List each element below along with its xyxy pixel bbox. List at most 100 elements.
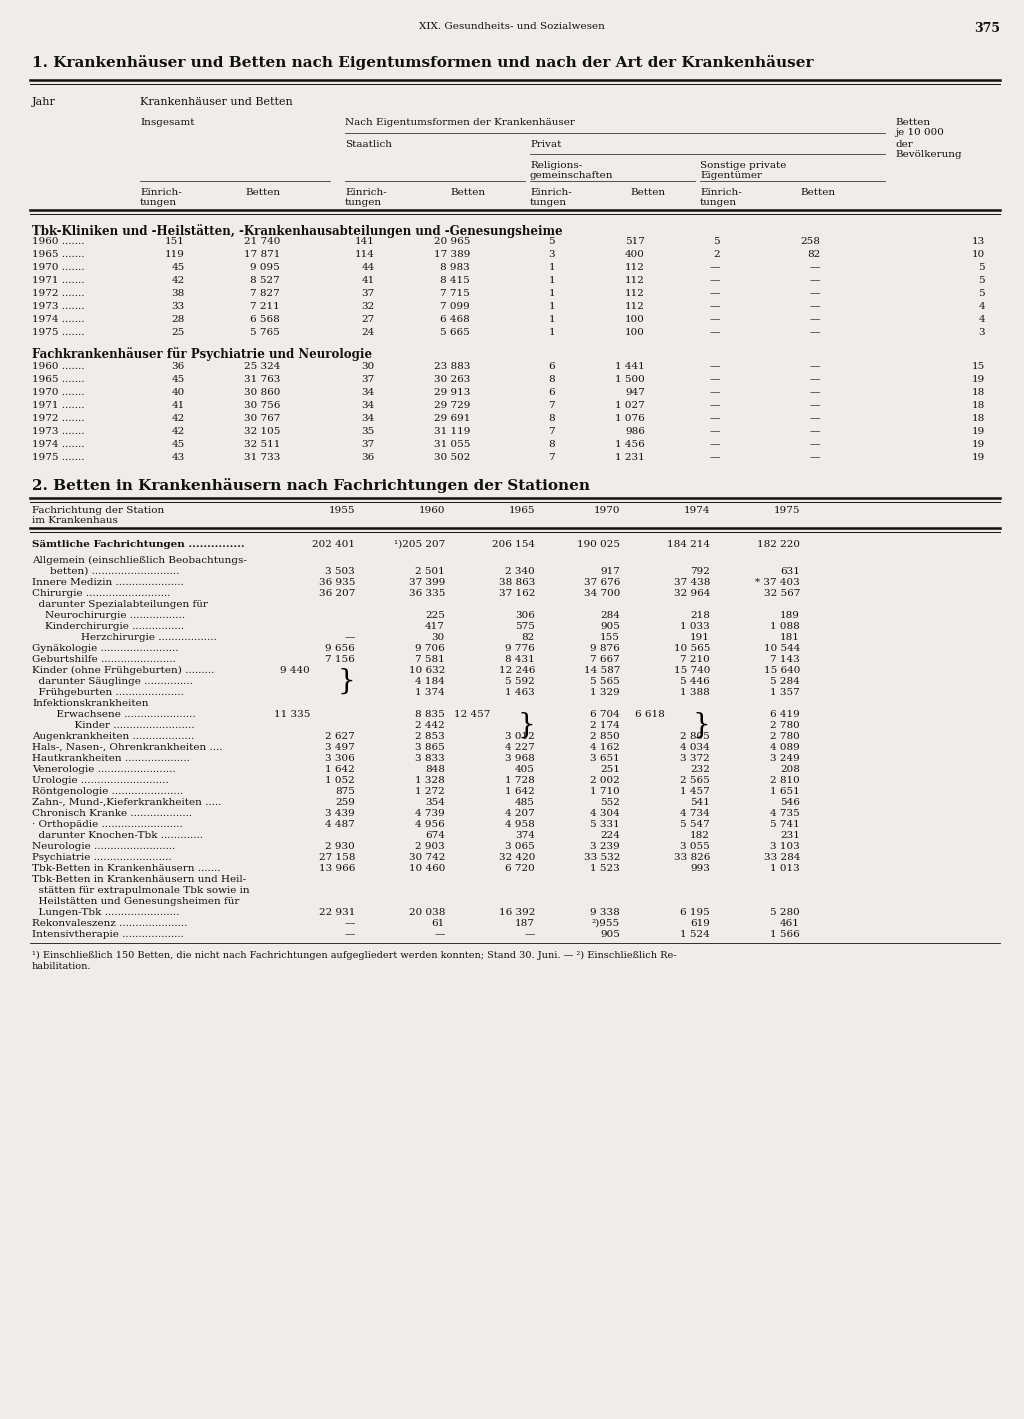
Text: 9 338: 9 338 [590, 908, 620, 917]
Text: 9 440: 9 440 [281, 666, 310, 675]
Text: 2 805: 2 805 [680, 732, 710, 741]
Text: je 10 000: je 10 000 [895, 128, 944, 138]
Text: 37 399: 37 399 [409, 578, 445, 587]
Text: 5 331: 5 331 [590, 820, 620, 829]
Text: —: — [710, 414, 720, 423]
Text: 35: 35 [361, 427, 375, 436]
Text: 1 500: 1 500 [615, 375, 645, 385]
Text: 1: 1 [549, 302, 555, 311]
Text: —: — [345, 633, 355, 641]
Text: 16 392: 16 392 [499, 908, 535, 917]
Text: —: — [710, 328, 720, 336]
Text: 42: 42 [172, 277, 185, 285]
Text: 190 025: 190 025 [577, 541, 620, 549]
Text: 37: 37 [361, 289, 375, 298]
Text: —: — [710, 302, 720, 311]
Text: 7 667: 7 667 [590, 656, 620, 664]
Text: 18: 18 [972, 414, 985, 423]
Text: 27: 27 [361, 315, 375, 324]
Text: tungen: tungen [140, 199, 177, 207]
Text: XIX. Gesundheits- und Sozialwesen: XIX. Gesundheits- und Sozialwesen [419, 23, 605, 31]
Text: 22 931: 22 931 [318, 908, 355, 917]
Text: Zahn-, Mund-,Kieferkrankheiten .....: Zahn-, Mund-,Kieferkrankheiten ..... [32, 797, 221, 807]
Text: 31 119: 31 119 [433, 427, 470, 436]
Text: 1: 1 [549, 289, 555, 298]
Text: 2: 2 [714, 250, 720, 260]
Text: 20 965: 20 965 [433, 237, 470, 245]
Text: Innere Medizin .....................: Innere Medizin ..................... [32, 578, 183, 587]
Text: 2 501: 2 501 [416, 568, 445, 576]
Text: Sämtliche Fachrichtungen ...............: Sämtliche Fachrichtungen ............... [32, 541, 245, 549]
Text: 32 105: 32 105 [244, 427, 280, 436]
Text: 32 964: 32 964 [674, 589, 710, 597]
Text: 6 195: 6 195 [680, 908, 710, 917]
Text: 33 532: 33 532 [584, 853, 620, 861]
Text: Gynäkologie ........................: Gynäkologie ........................ [32, 644, 178, 653]
Text: 792: 792 [690, 568, 710, 576]
Text: 546: 546 [780, 797, 800, 807]
Text: }: } [517, 712, 535, 739]
Text: Geburtshilfe .......................: Geburtshilfe ....................... [32, 656, 176, 664]
Text: 44: 44 [361, 263, 375, 272]
Text: 34: 34 [361, 402, 375, 410]
Text: —: — [810, 277, 820, 285]
Text: —: — [710, 263, 720, 272]
Text: 417: 417 [425, 622, 445, 631]
Text: 1 052: 1 052 [326, 776, 355, 785]
Text: 3 372: 3 372 [680, 753, 710, 763]
Text: Privat: Privat [530, 140, 561, 149]
Text: Einrich-: Einrich- [530, 187, 571, 197]
Text: 114: 114 [355, 250, 375, 260]
Text: 258: 258 [800, 237, 820, 245]
Text: 1965 .......: 1965 ....... [32, 375, 85, 385]
Text: —: — [810, 289, 820, 298]
Text: Tbk-Kliniken und -Heilstätten, -Krankenhausabteilungen und -Genesungsheime: Tbk-Kliniken und -Heilstätten, -Krankenh… [32, 224, 562, 238]
Text: 8: 8 [549, 414, 555, 423]
Text: —: — [810, 302, 820, 311]
Text: 875: 875 [335, 788, 355, 796]
Text: 5 284: 5 284 [770, 677, 800, 685]
Text: 187: 187 [515, 920, 535, 928]
Text: habilitation.: habilitation. [32, 962, 91, 971]
Text: 6: 6 [549, 362, 555, 370]
Text: 10 632: 10 632 [409, 666, 445, 675]
Text: 1 013: 1 013 [770, 864, 800, 873]
Text: 3 439: 3 439 [326, 809, 355, 817]
Text: 9 776: 9 776 [505, 644, 535, 653]
Text: ²)955: ²)955 [592, 920, 620, 928]
Text: —: — [710, 387, 720, 397]
Text: 1: 1 [549, 263, 555, 272]
Text: 31 733: 31 733 [244, 453, 280, 463]
Text: Neurologie .........................: Neurologie ......................... [32, 841, 175, 851]
Text: 4 034: 4 034 [680, 744, 710, 752]
Text: Einrich-: Einrich- [140, 187, 181, 197]
Text: 1 642: 1 642 [505, 788, 535, 796]
Text: 1 388: 1 388 [680, 688, 710, 697]
Text: Chirurgie ..........................: Chirurgie .......................... [32, 589, 170, 597]
Text: 191: 191 [690, 633, 710, 641]
Text: 1 710: 1 710 [590, 788, 620, 796]
Text: 30 742: 30 742 [409, 853, 445, 861]
Text: 100: 100 [625, 315, 645, 324]
Text: 225: 225 [425, 612, 445, 620]
Text: 6 568: 6 568 [250, 315, 280, 324]
Text: 36: 36 [361, 453, 375, 463]
Text: 38: 38 [172, 289, 185, 298]
Text: —: — [810, 263, 820, 272]
Text: 41: 41 [361, 277, 375, 285]
Text: 905: 905 [600, 622, 620, 631]
Text: Fachkrankenhäuser für Psychiatrie und Neurologie: Fachkrankenhäuser für Psychiatrie und Ne… [32, 348, 372, 360]
Text: 4 735: 4 735 [770, 809, 800, 817]
Text: 1. Krankenhäuser und Betten nach Eigentumsformen und nach der Art der Krankenhäu: 1. Krankenhäuser und Betten nach Eigentu… [32, 55, 813, 70]
Text: 27 158: 27 158 [318, 853, 355, 861]
Text: —: — [810, 387, 820, 397]
Text: —: — [810, 414, 820, 423]
Text: 619: 619 [690, 920, 710, 928]
Text: 3: 3 [978, 328, 985, 336]
Text: 1 642: 1 642 [326, 765, 355, 773]
Text: 7 827: 7 827 [250, 289, 280, 298]
Text: 141: 141 [355, 237, 375, 245]
Text: 17 389: 17 389 [433, 250, 470, 260]
Text: —: — [710, 402, 720, 410]
Text: 7: 7 [549, 453, 555, 463]
